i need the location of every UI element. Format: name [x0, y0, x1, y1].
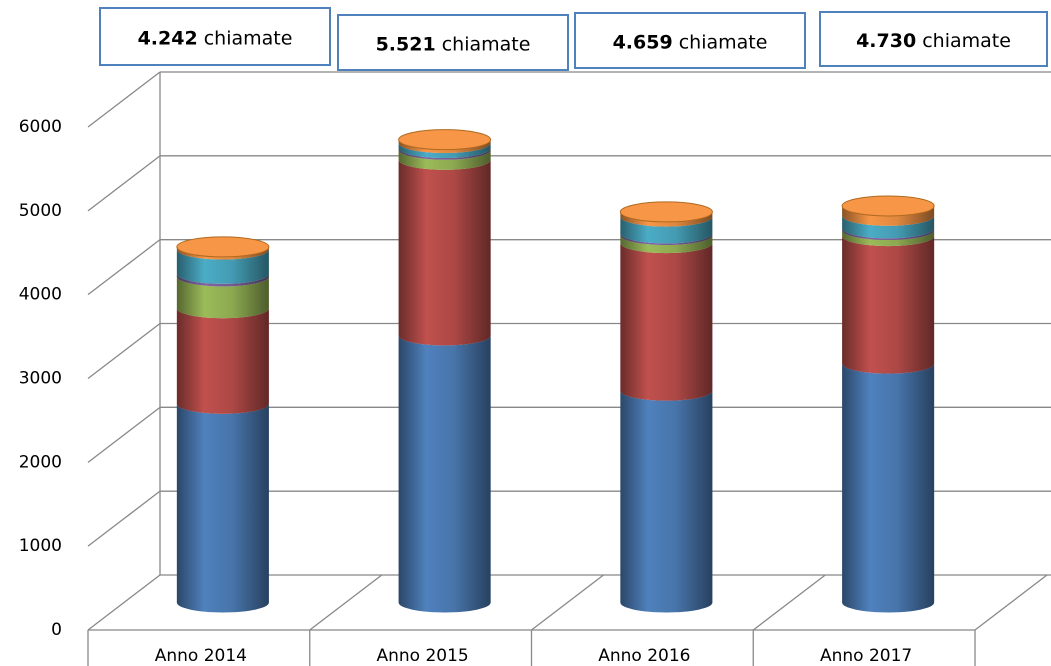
annotation-unit: chiamate	[922, 30, 1011, 52]
y-tick-label: 5000	[19, 201, 62, 221]
bar-shade	[398, 149, 491, 170]
annotation-unit: chiamate	[679, 31, 768, 53]
y-tick-label: 1000	[19, 536, 62, 556]
floor-line	[752, 574, 826, 631]
bar-shade	[620, 216, 713, 244]
annotation-number: 4.730	[856, 30, 916, 52]
annotation: 4.730 chiamate	[856, 30, 1011, 52]
x-tick-label: Anno 2016	[598, 646, 690, 666]
bar-shade	[842, 236, 935, 374]
x-tick-label: Anno 2014	[155, 646, 247, 666]
annotation-number: 4.242	[138, 27, 198, 49]
cylinder-top	[841, 195, 935, 217]
grid-line	[87, 406, 161, 463]
grid-line	[87, 155, 161, 212]
grid-line	[87, 322, 161, 380]
cylinder-top	[398, 129, 492, 151]
cylinder-top	[619, 201, 713, 223]
bar-shade	[398, 143, 491, 159]
bar-shade	[176, 273, 269, 287]
bar-shade	[842, 363, 935, 613]
bar-shade	[176, 246, 269, 260]
y-tick-label: 4000	[19, 285, 62, 305]
bar-shade	[176, 276, 269, 319]
bar-shade	[176, 249, 269, 284]
bar-shade	[620, 390, 713, 613]
bar-shade	[398, 159, 491, 346]
bar-shade	[176, 403, 269, 613]
bar-shade	[842, 215, 935, 239]
annotation: 4.242 chiamate	[138, 27, 293, 49]
grid-line	[87, 239, 161, 296]
annotation-box	[819, 11, 1048, 67]
y-tick-label: 6000	[19, 117, 62, 137]
y-tick-label: 2000	[19, 452, 62, 472]
bar-shade	[620, 233, 713, 246]
bar-shade	[620, 211, 713, 227]
y-tick-label: 3000	[19, 369, 62, 389]
bar-shade	[398, 335, 491, 613]
annotation-box	[337, 14, 569, 71]
bar-shade	[398, 148, 491, 160]
bar-shade	[620, 235, 713, 254]
bar-shade	[842, 205, 935, 226]
annotation-number: 4.659	[613, 31, 673, 53]
bar-shade	[842, 228, 935, 241]
bar-shade	[398, 139, 491, 154]
floor-line	[974, 574, 1048, 631]
bar-shade	[842, 230, 935, 247]
grid-line	[87, 71, 161, 128]
grid-line	[87, 574, 161, 631]
x-tick-label: Anno 2015	[377, 646, 469, 666]
annotation: 5.521 chiamate	[376, 33, 531, 55]
annotation: 4.659 chiamate	[613, 31, 768, 53]
y-tick-label: 0	[51, 620, 62, 640]
bar-shade	[176, 308, 269, 414]
floor-line	[531, 574, 604, 631]
bar-shade	[620, 243, 713, 401]
x-tick-label: Anno 2017	[820, 646, 912, 666]
floor-line	[309, 574, 383, 631]
annotation-number: 5.521	[376, 33, 436, 55]
annotation-unit: chiamate	[442, 33, 531, 55]
annotation-unit: chiamate	[204, 27, 293, 49]
annotation-box	[574, 12, 806, 69]
cylinder-top	[176, 236, 270, 258]
grid-line	[87, 490, 161, 547]
annotation-box	[99, 7, 331, 66]
